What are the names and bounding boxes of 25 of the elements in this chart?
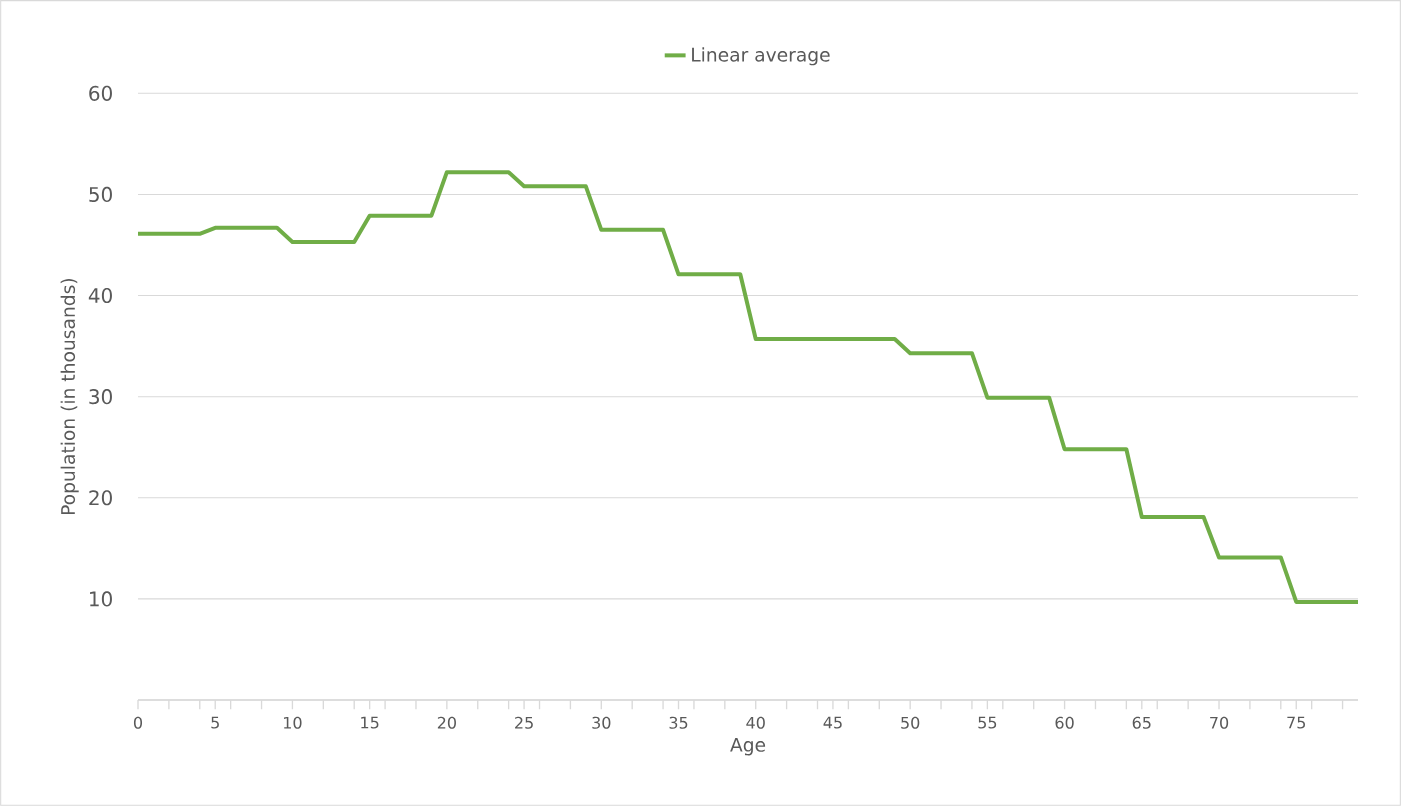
x-tick-label: 30 <box>592 716 611 729</box>
y-tick-label: 50 <box>89 186 112 203</box>
x-tick-label: 15 <box>361 716 379 729</box>
y-tick-label: 20 <box>89 490 112 506</box>
x-tick-label: 60 <box>1055 716 1074 729</box>
x-tick-label: 70 <box>1210 716 1229 729</box>
x-tick-label: 75 <box>1287 716 1306 729</box>
y-tick-label: 40 <box>88 287 112 304</box>
legend-label: Linear average <box>692 47 830 66</box>
x-tick-label: 35 <box>669 716 688 729</box>
x-tick-label: 65 <box>1132 716 1151 729</box>
x-tick-label: 5 <box>211 716 219 729</box>
x-tick-label: 40 <box>746 716 765 729</box>
x-tick-label: 45 <box>823 716 842 729</box>
x-tick-label: 50 <box>901 716 920 729</box>
x-tick-label: 0 <box>133 716 143 729</box>
x-axis-title: Age <box>730 737 766 756</box>
y-axis-title: Population (in thousands) <box>60 278 79 515</box>
y-tick-label: 60 <box>89 85 112 101</box>
x-tick-label: 20 <box>437 716 456 729</box>
x-tick-label: 55 <box>978 716 997 729</box>
y-tick-label: 10 <box>90 591 112 607</box>
y-tick-label: 30 <box>89 389 112 405</box>
x-tick-label: 25 <box>515 716 533 729</box>
x-tick-label: 10 <box>284 716 302 729</box>
